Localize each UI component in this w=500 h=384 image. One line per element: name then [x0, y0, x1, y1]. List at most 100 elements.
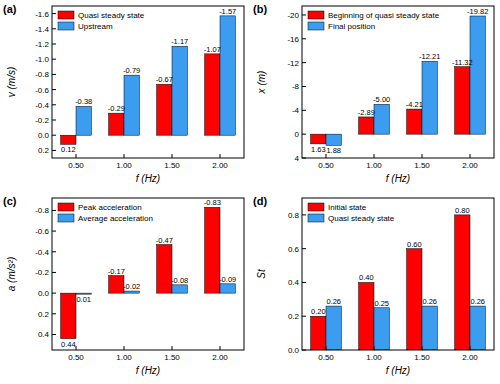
y-tick-label: -1.6 — [35, 10, 49, 19]
data-label: 0.26 — [326, 297, 341, 306]
bar — [374, 104, 389, 134]
x-tick-label: 1.50 — [414, 161, 430, 170]
data-label: 0.01 — [76, 295, 91, 304]
x-tick-label: 1.50 — [164, 161, 180, 170]
data-label: 0.26 — [422, 297, 437, 306]
y-tick — [52, 59, 56, 60]
y-tick — [52, 44, 56, 45]
bar — [76, 293, 91, 294]
y-tick-label: -1.2 — [35, 40, 49, 49]
x-tick — [422, 346, 423, 350]
data-label: -0.83 — [204, 198, 221, 207]
legend: Initial stateQuasi steady state — [308, 203, 395, 223]
x-tick-label: 0.50 — [318, 161, 334, 170]
legend-swatch — [308, 11, 324, 19]
legend-label: Peak acceleration — [78, 203, 142, 212]
figure: 0.20.0-0.2-0.4-0.6-0.8-1.0-1.2-1.4-1.60.… — [0, 0, 500, 384]
data-label: -0.79 — [123, 66, 140, 75]
panel-title: (c) — [3, 195, 17, 207]
x-tick — [220, 154, 221, 158]
bar — [470, 306, 485, 350]
y-tick-label: 0.2 — [38, 146, 50, 155]
legend-label: Upstream — [78, 22, 113, 31]
y-tick — [52, 13, 56, 14]
legend: Beginning of quasi steady state Final pos… — [308, 11, 440, 31]
legend-swatch — [58, 22, 74, 30]
y-tick-label: 0.4 — [38, 330, 50, 339]
y-tick-label: -0.4 — [35, 101, 49, 110]
y-tick — [52, 231, 56, 232]
x-tick-label: 2.00 — [212, 161, 228, 170]
y-tick — [52, 28, 56, 29]
bar — [422, 306, 437, 350]
y-tick-label: 0.0 — [288, 346, 300, 355]
y-tick-label: 0.6 — [288, 245, 300, 254]
y-tick — [52, 89, 56, 90]
y-tick-label: -0.2 — [35, 268, 49, 277]
legend: Quasi steady state Upstream — [58, 11, 145, 31]
data-label: 0.25 — [374, 299, 389, 308]
y-tick — [302, 158, 306, 159]
x-tick-label: 1.00 — [366, 161, 382, 170]
bar — [374, 308, 389, 350]
bar — [124, 75, 139, 135]
plot-frame — [52, 6, 244, 158]
legend-label: Beginning of quasi steady state — [328, 11, 440, 20]
data-label: -2.89 — [358, 108, 375, 117]
bar — [205, 207, 220, 293]
bar — [109, 276, 124, 294]
y-tick-label: -0.4 — [35, 248, 49, 257]
data-label: -11.32 — [452, 58, 473, 67]
y-tick-label: -4 — [292, 106, 300, 115]
y-tick-label: 4 — [295, 154, 300, 163]
data-label: -4.21 — [406, 100, 423, 109]
y-tick-label: -1.0 — [35, 55, 49, 64]
y-tick — [52, 293, 56, 294]
data-label: 1.63 — [311, 145, 326, 154]
legend-swatch — [58, 214, 74, 222]
x-tick — [326, 346, 327, 350]
x-tick — [374, 154, 375, 158]
x-tick-label: 1.00 — [116, 161, 132, 170]
legend-swatch — [308, 214, 324, 222]
data-label: -0.47 — [156, 236, 173, 245]
bar — [220, 16, 235, 135]
bar — [470, 16, 485, 134]
data-label: -19.82 — [467, 7, 488, 16]
bar — [359, 117, 374, 134]
bar — [359, 282, 374, 350]
y-tick — [302, 248, 306, 249]
y-tick — [52, 135, 56, 136]
legend-label: Final position — [328, 22, 375, 31]
y-tick — [302, 86, 306, 87]
data-label: 1.88 — [326, 146, 341, 155]
y-tick — [302, 316, 306, 317]
bars — [311, 215, 486, 350]
data-label: -1.17 — [171, 37, 188, 46]
bar — [407, 109, 422, 134]
bar — [61, 293, 76, 338]
y-tick-label: 0.4 — [288, 278, 300, 287]
data-label: 0.20 — [311, 307, 326, 316]
y-tick — [52, 313, 56, 314]
legend-label: Quasi steady state — [78, 11, 145, 20]
x-axis-label: f (Hz) — [136, 173, 160, 184]
y-tick-label: -0.8 — [35, 70, 49, 79]
data-label: -0.09 — [219, 275, 236, 284]
y-tick — [302, 110, 306, 111]
x-tick — [470, 346, 471, 350]
x-tick-label: 1.00 — [366, 353, 382, 362]
bar — [76, 106, 91, 135]
y-tick — [302, 214, 306, 215]
x-axis-label: f (Hz) — [136, 365, 160, 376]
y-tick-label: 0.8 — [288, 211, 300, 220]
bar — [172, 285, 187, 293]
data-label: 0.26 — [470, 297, 485, 306]
panel: 40-4-8-12-16-200.501.001.502.00f (Hz)x (… — [253, 3, 494, 184]
bar — [205, 54, 220, 135]
x-axis-label: f (Hz) — [386, 173, 410, 184]
x-tick-label: 0.50 — [68, 161, 84, 170]
data-label: 0.40 — [359, 273, 374, 282]
y-tick-label: -1.4 — [35, 25, 49, 34]
data-label: 0.60 — [407, 240, 422, 249]
